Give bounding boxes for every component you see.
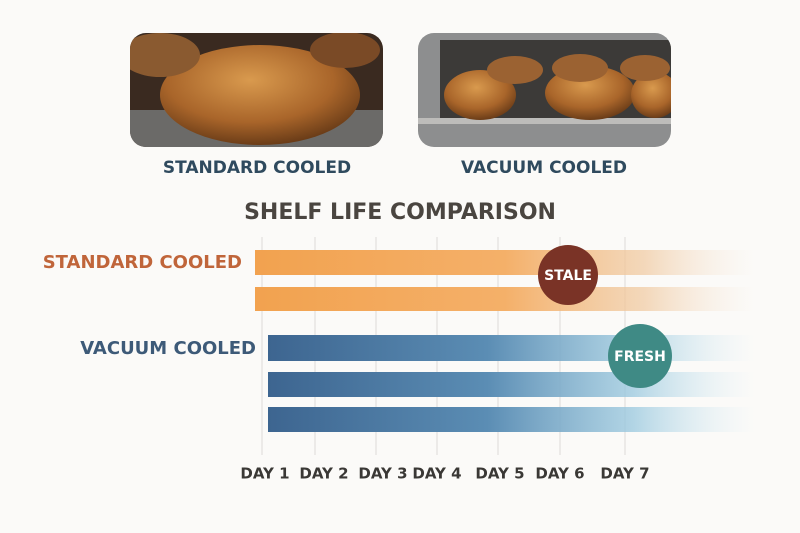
bar <box>255 287 755 311</box>
photo-standard <box>130 33 383 147</box>
day-label: DAY 3 <box>358 465 407 483</box>
badge-label: STALE <box>544 268 592 284</box>
bar <box>268 372 755 397</box>
row-label: VACUUM COOLED <box>80 338 256 359</box>
badge <box>538 245 598 305</box>
badge-label: FRESH <box>614 349 666 365</box>
row-label: STANDARD COOLED <box>43 252 242 273</box>
day-label: DAY 2 <box>299 465 348 483</box>
photo-caption: STANDARD COOLED <box>163 158 351 178</box>
chart-title: SHELF LIFE COMPARISON <box>244 200 556 225</box>
bar <box>268 335 755 361</box>
photo-caption: VACUUM COOLED <box>461 158 627 178</box>
day-label: DAY 4 <box>412 465 461 483</box>
day-label: DAY 6 <box>535 465 584 483</box>
day-label: DAY 1 <box>240 465 289 483</box>
day-label: DAY 5 <box>475 465 524 483</box>
day-label: DAY 7 <box>600 465 649 483</box>
badge <box>608 324 672 388</box>
bar <box>268 407 755 432</box>
bar <box>255 250 755 275</box>
photo-vacuum <box>418 33 671 147</box>
